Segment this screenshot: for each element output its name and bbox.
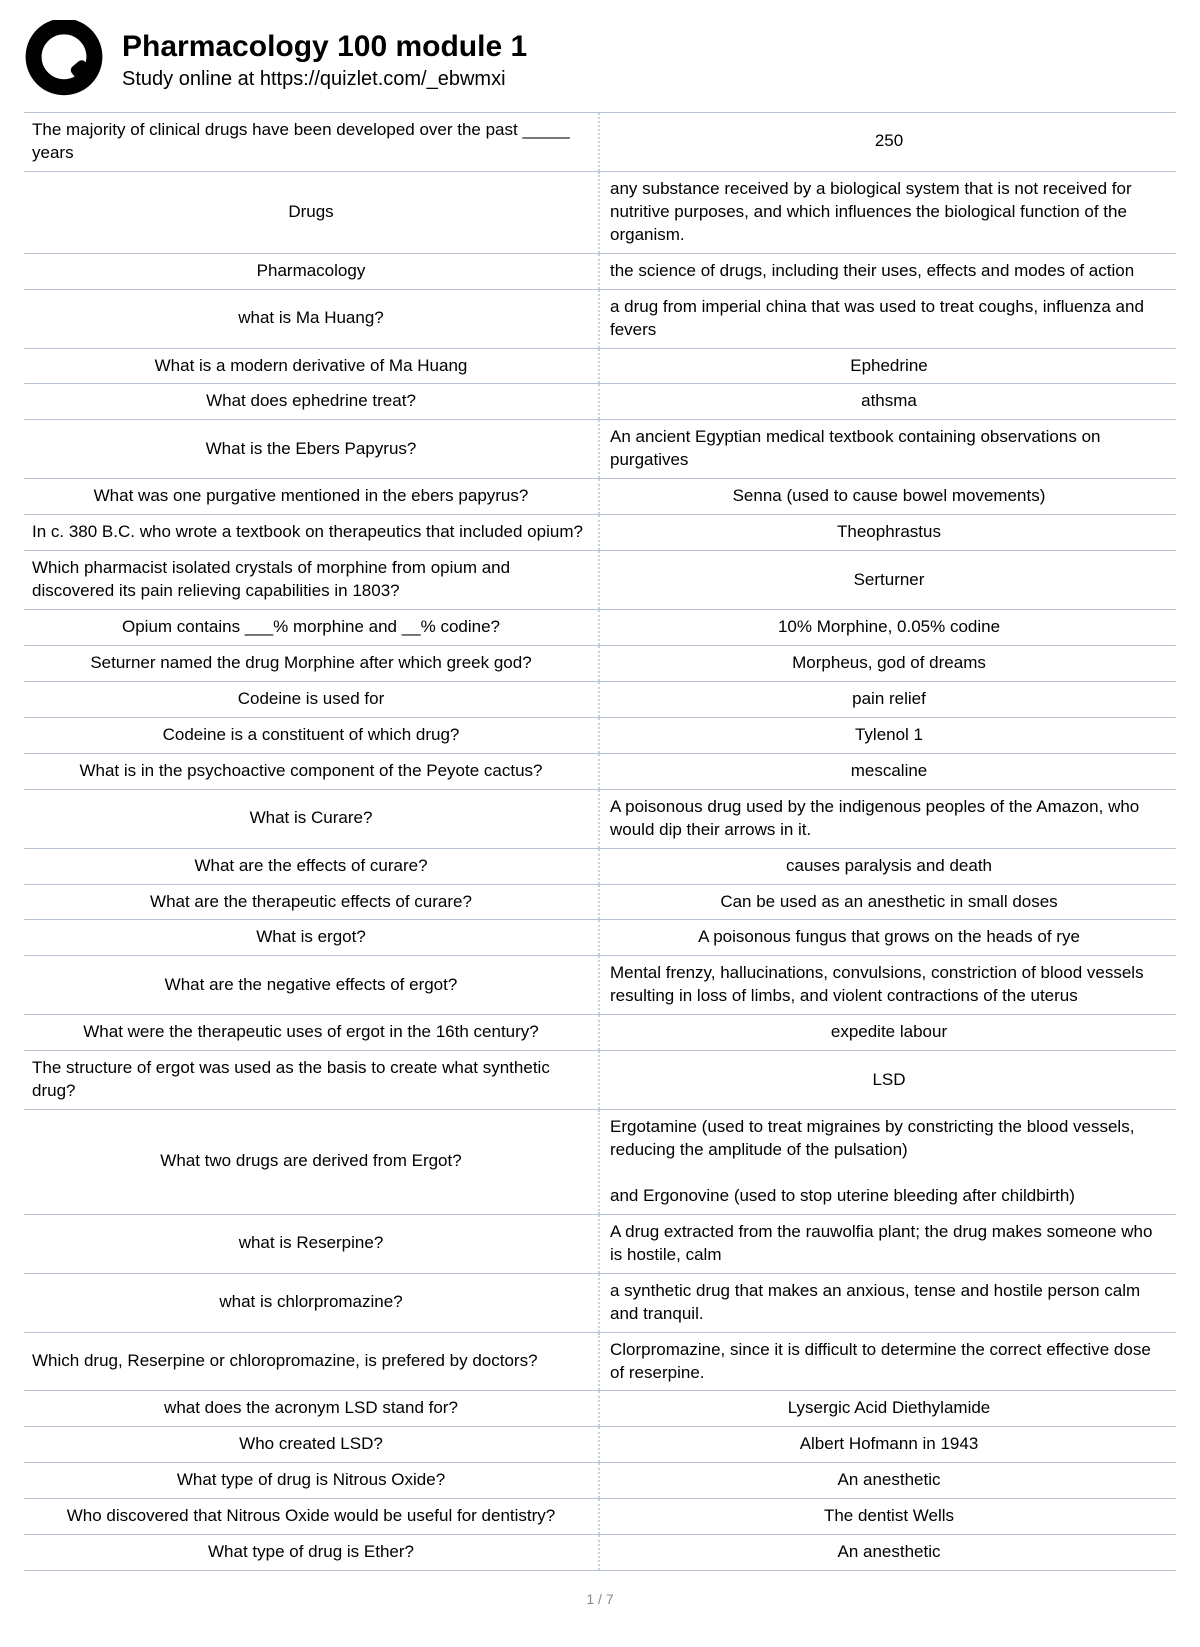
definition-cell: the science of drugs, including their us…: [600, 254, 1176, 289]
definition-cell: expedite labour: [600, 1015, 1176, 1050]
definition-cell: Albert Hofmann in 1943: [600, 1427, 1176, 1462]
table-row: What were the therapeutic uses of ergot …: [24, 1015, 1176, 1051]
definition-cell: Tylenol 1: [600, 718, 1176, 753]
title-block: Pharmacology 100 module 1 Study online a…: [122, 30, 527, 91]
term-cell: In c. 380 B.C. who wrote a textbook on t…: [24, 515, 600, 550]
table-row: Drugsany substance received by a biologi…: [24, 172, 1176, 254]
term-cell: Opium contains ___% morphine and __% cod…: [24, 610, 600, 645]
definition-cell: The dentist Wells: [600, 1499, 1176, 1534]
definition-cell: causes paralysis and death: [600, 849, 1176, 884]
term-cell: Codeine is used for: [24, 682, 600, 717]
term-cell: what does the acronym LSD stand for?: [24, 1391, 600, 1426]
table-row: What are the negative effects of ergot?M…: [24, 956, 1176, 1015]
table-row: What is ergot?A poisonous fungus that gr…: [24, 920, 1176, 956]
definition-cell: any substance received by a biological s…: [600, 172, 1176, 253]
term-cell: what is chlorpromazine?: [24, 1274, 600, 1332]
quizlet-logo-icon: [24, 20, 104, 100]
table-row: The structure of ergot was used as the b…: [24, 1051, 1176, 1110]
term-cell: what is Ma Huang?: [24, 290, 600, 348]
term-cell: What does ephedrine treat?: [24, 384, 600, 419]
term-cell: Codeine is a constituent of which drug?: [24, 718, 600, 753]
definition-cell: athsma: [600, 384, 1176, 419]
definition-cell: Clorpromazine, since it is difficult to …: [600, 1333, 1176, 1391]
definition-cell: a drug from imperial china that was used…: [600, 290, 1176, 348]
table-row: What are the therapeutic effects of cura…: [24, 885, 1176, 921]
table-row: Pharmacologythe science of drugs, includ…: [24, 254, 1176, 290]
table-row: What is Curare?A poisonous drug used by …: [24, 790, 1176, 849]
table-row: What is the Ebers Papyrus?An ancient Egy…: [24, 420, 1176, 479]
flashcard-table: The majority of clinical drugs have been…: [24, 112, 1176, 1571]
page-header: Pharmacology 100 module 1 Study online a…: [24, 20, 1176, 100]
definition-cell: pain relief: [600, 682, 1176, 717]
definition-cell: LSD: [600, 1051, 1176, 1109]
term-cell: Seturner named the drug Morphine after w…: [24, 646, 600, 681]
table-row: what is chlorpromazine?a synthetic drug …: [24, 1274, 1176, 1333]
definition-cell: Morpheus, god of dreams: [600, 646, 1176, 681]
definition-cell: Theophrastus: [600, 515, 1176, 550]
term-cell: What was one purgative mentioned in the …: [24, 479, 600, 514]
definition-cell: 10% Morphine, 0.05% codine: [600, 610, 1176, 645]
table-row: What does ephedrine treat?athsma: [24, 384, 1176, 420]
table-row: What is a modern derivative of Ma HuangE…: [24, 349, 1176, 385]
table-row: The majority of clinical drugs have been…: [24, 112, 1176, 172]
term-cell: What is the Ebers Papyrus?: [24, 420, 600, 478]
definition-cell: a synthetic drug that makes an anxious, …: [600, 1274, 1176, 1332]
term-cell: Which drug, Reserpine or chloropromazine…: [24, 1333, 600, 1391]
definition-cell: Mental frenzy, hallucinations, convulsio…: [600, 956, 1176, 1014]
definition-cell: An anesthetic: [600, 1463, 1176, 1498]
term-cell: The majority of clinical drugs have been…: [24, 113, 600, 171]
term-cell: Drugs: [24, 172, 600, 253]
table-row: What type of drug is Nitrous Oxide?An an…: [24, 1463, 1176, 1499]
definition-cell: Serturner: [600, 551, 1176, 609]
term-cell: Pharmacology: [24, 254, 600, 289]
table-row: Codeine is used forpain relief: [24, 682, 1176, 718]
table-row: Opium contains ___% morphine and __% cod…: [24, 610, 1176, 646]
term-cell: What are the effects of curare?: [24, 849, 600, 884]
definition-cell: Can be used as an anesthetic in small do…: [600, 885, 1176, 920]
term-cell: The structure of ergot was used as the b…: [24, 1051, 600, 1109]
term-cell: What is in the psychoactive component of…: [24, 754, 600, 789]
page-footer: 1 / 7: [24, 1591, 1176, 1607]
definition-cell: A poisonous fungus that grows on the hea…: [600, 920, 1176, 955]
table-row: what is Reserpine?A drug extracted from …: [24, 1215, 1176, 1274]
table-row: What was one purgative mentioned in the …: [24, 479, 1176, 515]
definition-cell: An ancient Egyptian medical textbook con…: [600, 420, 1176, 478]
definition-cell: Lysergic Acid Diethylamide: [600, 1391, 1176, 1426]
page-title: Pharmacology 100 module 1: [122, 30, 527, 64]
definition-cell: 250: [600, 113, 1176, 171]
term-cell: Which pharmacist isolated crystals of mo…: [24, 551, 600, 609]
term-cell: What is Curare?: [24, 790, 600, 848]
table-row: what is Ma Huang?a drug from imperial ch…: [24, 290, 1176, 349]
term-cell: What are the negative effects of ergot?: [24, 956, 600, 1014]
table-row: what does the acronym LSD stand for?Lyse…: [24, 1391, 1176, 1427]
definition-cell: Senna (used to cause bowel movements): [600, 479, 1176, 514]
definition-cell: mescaline: [600, 754, 1176, 789]
table-row: Which pharmacist isolated crystals of mo…: [24, 551, 1176, 610]
term-cell: What were the therapeutic uses of ergot …: [24, 1015, 600, 1050]
table-row: In c. 380 B.C. who wrote a textbook on t…: [24, 515, 1176, 551]
definition-cell: A drug extracted from the rauwolfia plan…: [600, 1215, 1176, 1273]
table-row: Who discovered that Nitrous Oxide would …: [24, 1499, 1176, 1535]
definition-cell: A poisonous drug used by the indigenous …: [600, 790, 1176, 848]
term-cell: What two drugs are derived from Ergot?: [24, 1110, 600, 1214]
table-row: What is in the psychoactive component of…: [24, 754, 1176, 790]
term-cell: Who created LSD?: [24, 1427, 600, 1462]
definition-cell: Ephedrine: [600, 349, 1176, 384]
term-cell: Who discovered that Nitrous Oxide would …: [24, 1499, 600, 1534]
term-cell: What are the therapeutic effects of cura…: [24, 885, 600, 920]
definition-cell: Ergotamine (used to treat migraines by c…: [600, 1110, 1176, 1214]
page-subtitle: Study online at https://quizlet.com/_ebw…: [122, 68, 527, 91]
table-row: What type of drug is Ether?An anesthetic: [24, 1535, 1176, 1571]
table-row: Who created LSD?Albert Hofmann in 1943: [24, 1427, 1176, 1463]
table-row: What two drugs are derived from Ergot?Er…: [24, 1110, 1176, 1215]
table-row: Which drug, Reserpine or chloropromazine…: [24, 1333, 1176, 1392]
table-row: Codeine is a constituent of which drug?T…: [24, 718, 1176, 754]
term-cell: What is ergot?: [24, 920, 600, 955]
term-cell: What is a modern derivative of Ma Huang: [24, 349, 600, 384]
table-row: What are the effects of curare?causes pa…: [24, 849, 1176, 885]
term-cell: what is Reserpine?: [24, 1215, 600, 1273]
table-row: Seturner named the drug Morphine after w…: [24, 646, 1176, 682]
term-cell: What type of drug is Nitrous Oxide?: [24, 1463, 600, 1498]
